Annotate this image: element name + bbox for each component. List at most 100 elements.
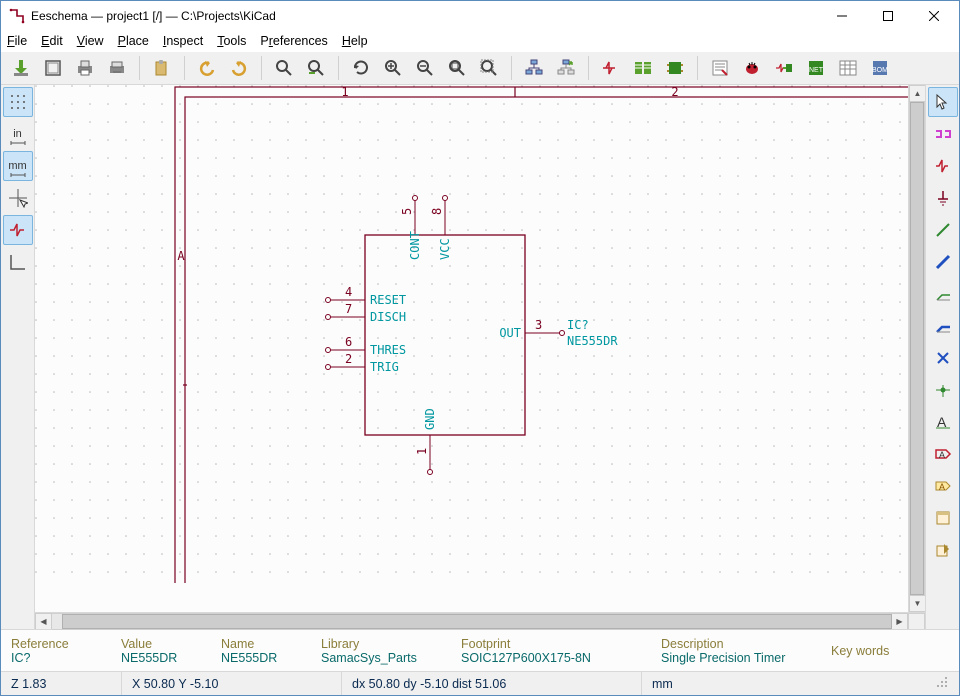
horizontal-scrollbar[interactable]: ◀ ▶ — [35, 612, 925, 629]
info-footprint-value: SOIC127P600X175-8N — [461, 651, 661, 665]
component-reference: IC? — [567, 318, 589, 332]
schematic-svg: 1 2 A 5 CONT 8 VCC — [35, 85, 908, 583]
svg-text:7: 7 — [345, 302, 352, 316]
erc-button[interactable] — [738, 54, 766, 82]
hier-sheet-button[interactable] — [928, 503, 958, 533]
zoom-out-button[interactable] — [411, 54, 439, 82]
place-symbol-button[interactable] — [928, 151, 958, 181]
menu-inspect[interactable]: Inspect — [163, 34, 203, 48]
maximize-button[interactable] — [865, 1, 911, 31]
resize-grip[interactable] — [935, 675, 949, 692]
zoom-fit-button[interactable] — [443, 54, 471, 82]
footprint-editor-button[interactable] — [661, 54, 689, 82]
svg-text:2: 2 — [345, 352, 352, 366]
generate-netlist-button[interactable]: NET — [802, 54, 830, 82]
schematic-canvas[interactable]: 1 2 A 5 CONT 8 VCC — [35, 85, 908, 612]
app-icon — [9, 8, 25, 24]
canvas-wrap: 1 2 A 5 CONT 8 VCC — [35, 85, 925, 629]
import-hier-label-button[interactable] — [928, 535, 958, 565]
plot-button[interactable] — [103, 54, 131, 82]
scroll-up-arrow[interactable]: ▲ — [909, 85, 926, 102]
menu-place[interactable]: Place — [118, 34, 149, 48]
place-wire-button[interactable] — [928, 215, 958, 245]
find-button[interactable] — [270, 54, 298, 82]
ruler-row-a: A — [177, 249, 185, 263]
toolbar-separator — [511, 56, 512, 80]
close-button[interactable] — [911, 1, 957, 31]
info-reference-header: Reference — [11, 637, 121, 651]
svg-text:8: 8 — [430, 208, 444, 215]
svg-text:TRIG: TRIG — [370, 360, 399, 374]
scroll-corner — [908, 613, 925, 630]
toolbar-separator — [184, 56, 185, 80]
svg-text:RESET: RESET — [370, 293, 406, 307]
svg-text:5: 5 — [400, 208, 414, 215]
svg-text:3: 3 — [535, 318, 542, 332]
wire-to-bus-button[interactable] — [928, 279, 958, 309]
svg-text:1: 1 — [415, 448, 429, 455]
units-mm-button[interactable]: mm — [3, 151, 33, 181]
hscroll-thumb[interactable] — [62, 614, 892, 629]
print-button[interactable] — [71, 54, 99, 82]
zoom-selection-button[interactable] — [475, 54, 503, 82]
info-name-header: Name — [221, 637, 321, 651]
right-toolbar: A A A — [925, 85, 959, 629]
info-reference-value: IC? — [11, 651, 121, 665]
leave-sheet-button[interactable] — [552, 54, 580, 82]
menu-view[interactable]: View — [77, 34, 104, 48]
hidden-pins-button[interactable] — [3, 215, 33, 245]
force-hv-button[interactable] — [3, 247, 33, 277]
component-value: NE555DR — [567, 334, 618, 348]
menu-file[interactable]: File — [7, 34, 27, 48]
global-label-button[interactable]: A — [928, 439, 958, 469]
hier-label-button[interactable]: A — [928, 471, 958, 501]
find-replace-button[interactable] — [302, 54, 330, 82]
status-zoom: Z 1.83 — [11, 672, 121, 695]
no-connect-button[interactable] — [928, 343, 958, 373]
place-power-button[interactable] — [928, 183, 958, 213]
highlight-net-button[interactable] — [928, 119, 958, 149]
svg-text:OUT: OUT — [499, 326, 521, 340]
minimize-button[interactable] — [819, 1, 865, 31]
info-description-header: Description — [661, 637, 831, 651]
menu-preferences[interactable]: Preferences — [260, 34, 327, 48]
info-panel: Reference IC? Value NE555DR Name NE555DR… — [1, 629, 959, 671]
annotate-button[interactable] — [706, 54, 734, 82]
hierarchy-button[interactable] — [520, 54, 548, 82]
vertical-scrollbar[interactable]: ▲ ▼ — [908, 85, 925, 612]
toolbar-separator — [588, 56, 589, 80]
svg-text:NET: NET — [809, 67, 824, 74]
place-bus-button[interactable] — [928, 247, 958, 277]
svg-text:VCC: VCC — [438, 238, 452, 260]
page-settings-button[interactable] — [39, 54, 67, 82]
grid-toggle-button[interactable] — [3, 87, 33, 117]
junction-button[interactable] — [928, 375, 958, 405]
vscroll-thumb[interactable] — [910, 102, 924, 595]
scroll-down-arrow[interactable]: ▼ — [909, 595, 926, 612]
undo-button[interactable] — [193, 54, 221, 82]
zoom-in-button[interactable] — [379, 54, 407, 82]
svg-text:GND: GND — [423, 408, 437, 430]
bus-to-bus-button[interactable] — [928, 311, 958, 341]
assign-footprints-button[interactable] — [770, 54, 798, 82]
generate-bom-button[interactable]: BOM — [866, 54, 894, 82]
cursor-shape-button[interactable] — [3, 183, 33, 213]
select-tool-button[interactable] — [928, 87, 958, 117]
units-in-button[interactable]: in — [3, 119, 33, 149]
scroll-left-arrow[interactable]: ◀ — [35, 613, 52, 630]
menu-edit[interactable]: Edit — [41, 34, 63, 48]
refresh-button[interactable] — [347, 54, 375, 82]
symbol-editor-button[interactable] — [597, 54, 625, 82]
paste-button[interactable] — [148, 54, 176, 82]
toolbar-separator — [338, 56, 339, 80]
status-dxy: dx 50.80 dy -5.10 dist 51.06 — [341, 672, 641, 695]
info-library-header: Library — [321, 637, 461, 651]
net-label-button[interactable]: A — [928, 407, 958, 437]
symbol-fields-button[interactable] — [834, 54, 862, 82]
redo-button[interactable] — [225, 54, 253, 82]
scroll-right-arrow[interactable]: ▶ — [891, 613, 908, 630]
menu-tools[interactable]: Tools — [217, 34, 246, 48]
browse-libs-button[interactable] — [629, 54, 657, 82]
menu-help[interactable]: Help — [342, 34, 368, 48]
save-button[interactable] — [7, 54, 35, 82]
